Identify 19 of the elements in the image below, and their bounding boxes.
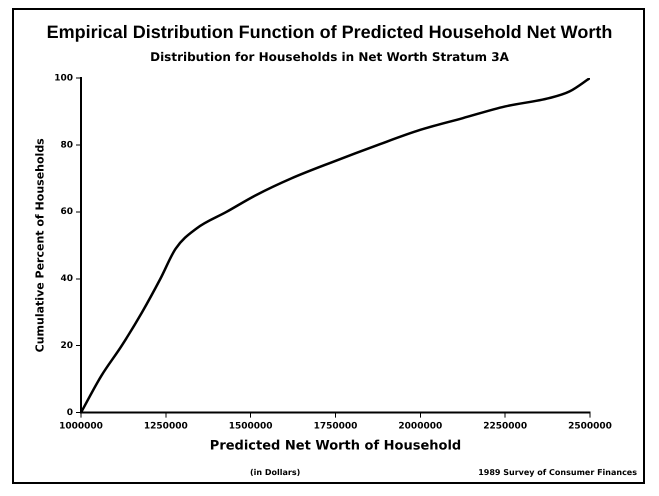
x-tick-label: 2250000 xyxy=(483,421,528,432)
y-tick-label: 40 xyxy=(60,274,73,284)
y-tick-label: 0 xyxy=(66,408,73,418)
x-tick-label: 1500000 xyxy=(228,421,273,432)
x-tick-label: 2000000 xyxy=(398,421,442,432)
y-tick-label: 80 xyxy=(60,140,73,150)
text: (in Dollars) xyxy=(250,468,300,477)
text: 1989 Survey of Consumer Finances xyxy=(478,468,637,477)
x-tick-label: 1750000 xyxy=(314,421,358,432)
chart-title: Empirical Distribution Function of Predicted Household Net Worth xyxy=(46,22,614,43)
y-tick-label: 100 xyxy=(54,73,73,84)
chart-subtitle: Distribution for Households in Net Worth Stratum 3A xyxy=(149,50,510,64)
x-tick-label: 1000000 xyxy=(59,421,103,432)
y-tick-label: 60 xyxy=(60,207,73,218)
y-axis-title: Cumulative Percent of Households xyxy=(33,138,46,352)
x-axis-title: Predicted Net Worth of Household xyxy=(210,438,462,454)
x-tick-label: 1250000 xyxy=(144,421,188,432)
x-tick-label: 2500000 xyxy=(568,421,612,432)
y-tick-label: 20 xyxy=(60,341,73,352)
